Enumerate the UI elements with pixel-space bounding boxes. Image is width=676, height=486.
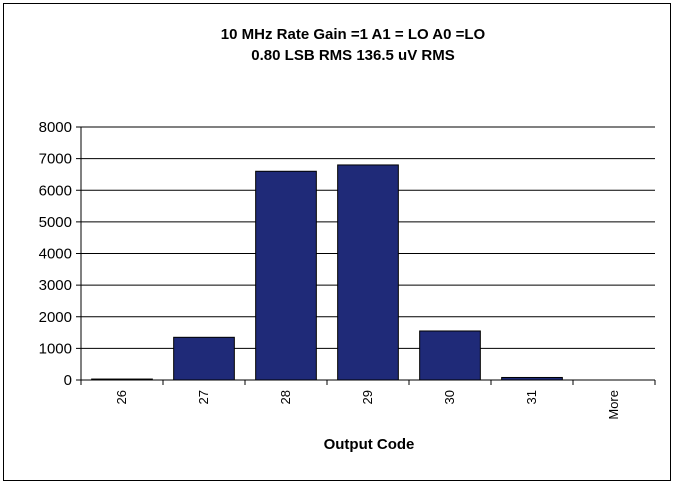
- y-tick-label: 1000: [39, 340, 72, 357]
- y-tick-label: 5000: [39, 214, 72, 231]
- y-tick-label: 3000: [39, 277, 72, 294]
- bar-30: [419, 330, 481, 381]
- x-tick-label: 27: [196, 390, 211, 404]
- x-axis-label: Output Code: [324, 436, 415, 453]
- bar-28: [255, 170, 317, 381]
- x-tick-label: 30: [442, 390, 457, 404]
- y-tick-label: 4000: [39, 246, 72, 263]
- bar-chart: 10 MHz Rate Gain =1 A1 = LO A0 =LO 0.80 …: [39, 26, 656, 453]
- x-tick-labels: 26 27 28 29 30 31 More: [114, 390, 621, 420]
- chart-title-line-2: 0.80 LSB RMS 136.5 uV RMS: [251, 47, 454, 64]
- y-tick-label: 8000: [39, 119, 72, 136]
- x-tick-label: 29: [360, 390, 375, 404]
- chart-title-line-1: 10 MHz Rate Gain =1 A1 = LO A0 =LO: [221, 26, 486, 43]
- x-tick-label: 31: [524, 390, 539, 404]
- x-tick-label: 26: [114, 390, 129, 404]
- x-tick-label: More: [606, 390, 621, 420]
- y-tick-label: 7000: [39, 151, 72, 168]
- bar-29: [337, 164, 399, 381]
- y-tick-labels: 0 1000 2000 3000 4000 5000 6000 7000 8000: [39, 119, 72, 389]
- chart-frame: 10 MHz Rate Gain =1 A1 = LO A0 =LO 0.80 …: [3, 3, 671, 481]
- y-tick-label: 0: [64, 372, 72, 389]
- y-tick-label: 2000: [39, 309, 72, 326]
- bar-27: [173, 336, 235, 381]
- bars: [91, 164, 563, 381]
- y-tick-label: 6000: [39, 182, 72, 199]
- x-tick-label: 28: [278, 390, 293, 404]
- axes: [76, 126, 656, 385]
